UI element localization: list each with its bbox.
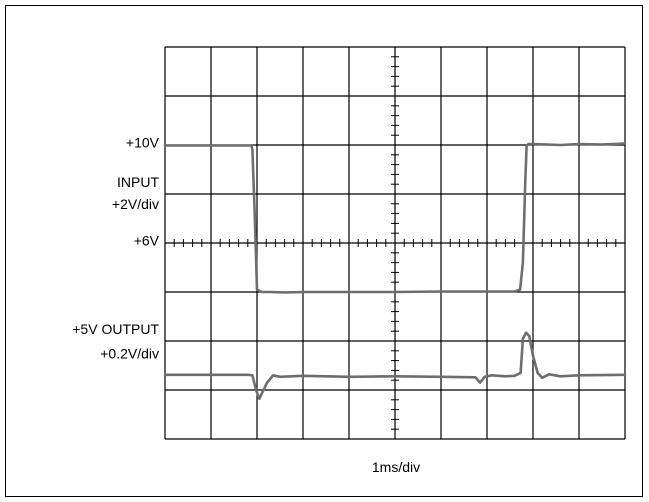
label-input-name: INPUT <box>117 174 159 190</box>
x-axis-label: 1ms/div <box>372 459 420 475</box>
output-trace <box>163 331 627 401</box>
input-trace <box>163 142 627 294</box>
label-input-10v: +10V <box>126 135 160 151</box>
label-output-scale: +0.2V/div <box>100 345 159 361</box>
scope-frame <box>5 5 643 497</box>
label-input-scale: +2V/div <box>112 196 159 212</box>
label-output-name: +5V OUTPUT <box>72 321 159 337</box>
channel-labels: +10V INPUT +2V/div +6V +5V OUTPUT +0.2V/div <box>72 135 159 362</box>
label-input-6v: +6V <box>134 233 160 249</box>
center-axis-ticks <box>173 56 617 430</box>
traces <box>163 142 627 401</box>
graticule-grid <box>164 46 626 440</box>
